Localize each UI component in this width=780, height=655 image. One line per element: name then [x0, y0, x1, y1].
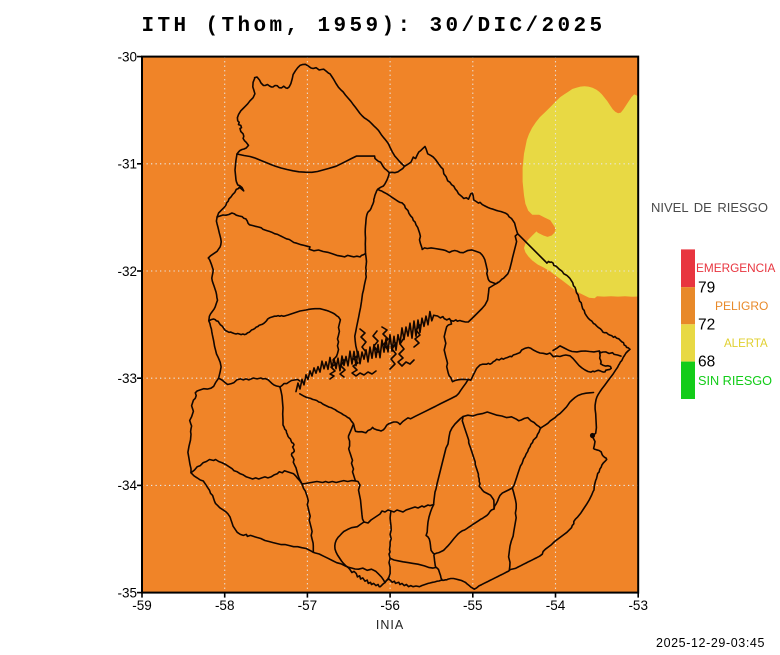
svg-text:-55: -55	[463, 598, 483, 613]
svg-text:-57: -57	[298, 598, 318, 613]
svg-text:-32: -32	[117, 264, 137, 279]
svg-text:EMERGENCIA: EMERGENCIA	[696, 261, 775, 275]
svg-text:-56: -56	[380, 598, 400, 613]
svg-text:-34: -34	[117, 478, 137, 493]
svg-text:79: 79	[698, 280, 715, 297]
svg-text:-30: -30	[117, 49, 137, 64]
svg-text:-59: -59	[132, 598, 152, 613]
svg-text:-58: -58	[215, 598, 235, 613]
svg-text:-35: -35	[117, 585, 137, 600]
svg-text:SIN RIESGO: SIN RIESGO	[698, 374, 772, 388]
svg-text:72: 72	[698, 317, 715, 334]
svg-text:-33: -33	[117, 371, 137, 386]
svg-text:68: 68	[698, 354, 715, 371]
svg-text:-54: -54	[546, 598, 566, 613]
svg-text:ALERTA: ALERTA	[724, 338, 768, 350]
svg-text:INIA: INIA	[376, 618, 404, 632]
svg-text:NIVEL DE RIESGO: NIVEL DE RIESGO	[651, 200, 768, 215]
svg-text:2025-12-29-03:45: 2025-12-29-03:45	[656, 636, 765, 650]
svg-text:ITH (Thom, 1959): 30/DIC/2025: ITH (Thom, 1959): 30/DIC/2025	[142, 15, 606, 38]
svg-text:PELIGRO: PELIGRO	[715, 299, 768, 313]
svg-text:-31: -31	[117, 157, 137, 172]
svg-text:-53: -53	[628, 598, 648, 613]
